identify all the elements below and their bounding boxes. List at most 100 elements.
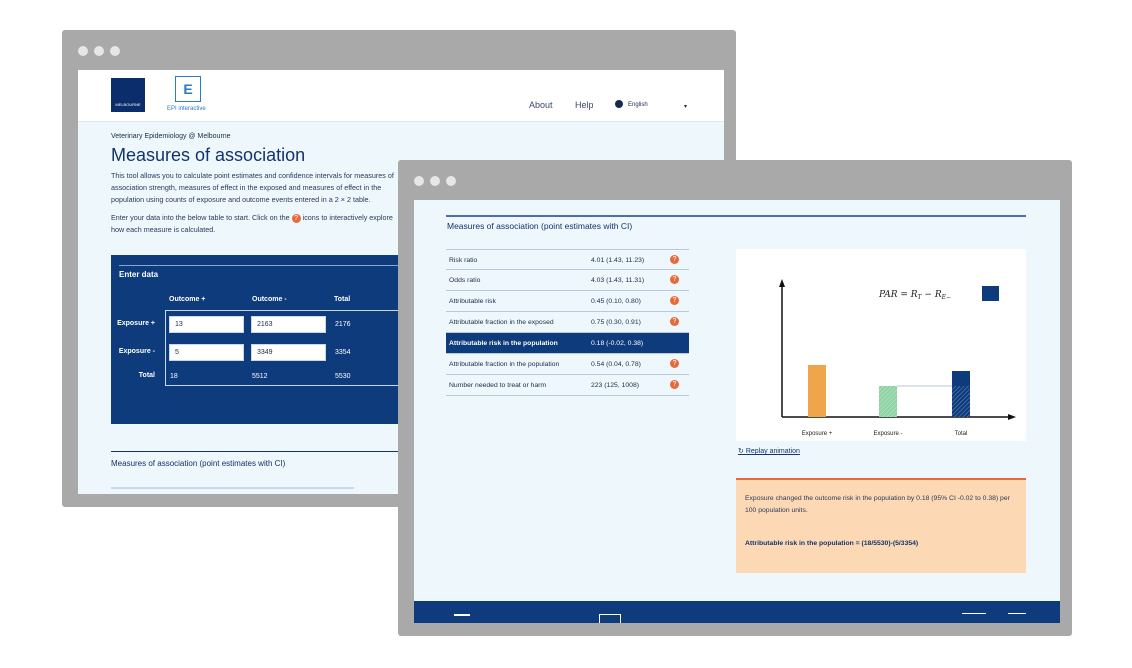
bar-total-par: [952, 371, 970, 386]
total-outcome-neg: 5512: [252, 373, 268, 380]
page-kicker: Veterinary Epidemiology @ Melbourne: [111, 133, 231, 140]
question-icon: ?: [291, 213, 301, 223]
col-header-total: Total: [334, 296, 351, 303]
par-chart-svg: PAR = RT − RE− Exposure + Exposure - Tot…: [779, 279, 1016, 437]
epi-logo-text: EPI interactive: [167, 106, 206, 112]
input-exposure-neg-outcome-neg[interactable]: 3349: [251, 344, 326, 361]
bar-total-base: [952, 386, 970, 417]
chevron-down-icon[interactable]: ▾: [684, 104, 688, 110]
input-exposure-pos-outcome-neg[interactable]: 2163: [251, 316, 326, 333]
info-question-icon[interactable]: ?: [670, 275, 679, 284]
input-exposure-neg-outcome-pos[interactable]: 5: [169, 344, 244, 361]
measure-label: Attributable fraction in the population: [449, 361, 560, 368]
legend-swatch: [982, 286, 999, 301]
total-exposure-pos: 2176: [335, 321, 351, 328]
footer-link[interactable]: [1008, 613, 1026, 614]
footer-university-logo[interactable]: [454, 614, 470, 623]
close-dot[interactable]: [78, 46, 88, 56]
nav-about-link[interactable]: About: [529, 100, 553, 110]
explanation-text: Exposure changed the outcome risk in the…: [745, 495, 1010, 514]
section-title: Measures of association (point estimates…: [447, 221, 633, 231]
replay-icon: ↻: [738, 448, 744, 455]
browser-window-front: Measures of association (point estimates…: [398, 160, 1072, 636]
bar-exposure-pos: [808, 365, 826, 417]
measure-label: Risk ratio: [449, 257, 478, 264]
row-header-exposure-pos: Exposure +: [117, 320, 155, 327]
minimize-dot[interactable]: [94, 46, 104, 56]
section-divider: [111, 451, 431, 452]
bar-exposure-neg: [879, 386, 897, 417]
university-logo-text: MELBOURNE: [115, 102, 141, 107]
epi-logo-icon[interactable]: E: [175, 76, 201, 102]
measure-value: 4.03 (1.43, 11.31): [591, 277, 645, 284]
x-axis-arrow-icon: [1008, 414, 1016, 420]
close-dot[interactable]: [414, 176, 424, 186]
total-outcome-pos: 18: [170, 373, 178, 380]
row-header-total: Total: [138, 372, 155, 379]
page-title: Measures of association: [111, 145, 306, 165]
x-label-total: Total: [955, 431, 968, 437]
minimize-dot[interactable]: [430, 176, 440, 186]
grand-total: 5530: [335, 373, 351, 380]
panel-divider: [119, 265, 419, 266]
measure-row[interactable]: Attributable risk in the population 0.18 …: [446, 333, 689, 354]
x-label-exposure-pos: Exposure +: [802, 431, 833, 437]
measure-label: Attributable risk: [449, 298, 496, 305]
row-header-exposure-neg: Exposure -: [118, 348, 155, 355]
university-logo[interactable]: MELBOURNE: [111, 78, 145, 112]
measure-row[interactable]: Number needed to treat or harm 223 (125, …: [446, 375, 689, 396]
measure-label: Number needed to treat or harm: [449, 382, 547, 389]
measure-value: 4.01 (1.43, 11.23): [591, 257, 645, 264]
measure-row[interactable]: Odds ratio 4.03 (1.43, 11.31)?: [446, 270, 689, 291]
explanation-formula: Attributable risk in the population = (1…: [745, 540, 918, 547]
page-footer: [414, 601, 1060, 623]
footer-link[interactable]: [962, 613, 986, 614]
col-header-outcome-neg: Outcome -: [252, 296, 287, 303]
y-axis-arrow-icon: [779, 279, 785, 287]
input-exposure-pos-outcome-pos[interactable]: 13: [169, 316, 244, 333]
info-question-icon[interactable]: ?: [670, 359, 679, 368]
measure-row[interactable]: Attributable fraction in the population 0…: [446, 354, 689, 375]
table-top-rule: [111, 487, 354, 489]
measure-value: 0.75 (0.30, 0.91): [591, 319, 641, 326]
measure-value: 0.54 (0.04, 0.78): [591, 361, 641, 368]
nav-help-link[interactable]: Help: [575, 100, 594, 110]
formula-label: Attributable risk in the population =: [745, 540, 860, 547]
top-navbar: MELBOURNE E EPI interactive About Help E…: [78, 70, 724, 122]
section-divider: [446, 215, 1026, 217]
info-question-icon[interactable]: ?: [670, 296, 679, 305]
instructions-paragraph: Enter your data into the below table to …: [111, 212, 401, 236]
info-question-icon[interactable]: ?: [670, 255, 679, 264]
measure-value: 0.18 (-0.02, 0.38): [591, 340, 644, 347]
window-controls: [414, 176, 456, 186]
enter-data-title: Enter data: [119, 270, 159, 279]
intro-paragraph: This tool allows you to calculate point …: [111, 171, 394, 204]
replay-animation-link[interactable]: ↻ Replay animation: [738, 447, 800, 455]
enter-data-panel: Enter data Outcome + Outcome - Total Exp…: [111, 255, 431, 424]
window-controls: [78, 46, 120, 56]
measure-label: Attributable fraction in the exposed: [449, 319, 554, 326]
measure-label: Odds ratio: [449, 277, 481, 284]
info-question-icon[interactable]: ?: [670, 317, 679, 326]
language-select[interactable]: English: [628, 102, 648, 108]
replay-label: Replay animation: [745, 448, 800, 455]
instructions-text-a: Enter your data into the below table to …: [111, 213, 290, 222]
measure-row[interactable]: Attributable risk 0.45 (0.10, 0.80)?: [446, 291, 689, 312]
measure-label: Attributable risk in the population: [449, 340, 558, 347]
measure-value: 223 (125, 1008): [591, 382, 639, 389]
par-formula: PAR = RT − RE−: [878, 290, 951, 301]
formula-value: (18/5530)-(5/3354): [861, 540, 919, 547]
measure-row[interactable]: Attributable fraction in the exposed 0.75…: [446, 312, 689, 333]
info-question-icon[interactable]: ?: [670, 380, 679, 389]
total-exposure-neg: 3354: [335, 349, 351, 356]
explanation-panel: Exposure changed the outcome risk in the…: [736, 478, 1026, 573]
footer-epi-logo[interactable]: [599, 614, 621, 623]
par-chart: PAR = RT − RE− Exposure + Exposure - Tot…: [736, 249, 1026, 441]
maximize-dot[interactable]: [446, 176, 456, 186]
col-header-outcome-pos: Outcome +: [169, 296, 206, 303]
measure-row[interactable]: Risk ratio 4.01 (1.43, 11.23)?: [446, 249, 689, 270]
x-label-exposure-neg: Exposure -: [873, 431, 902, 437]
instructions-text-b: icons to interactively explore how each …: [111, 213, 393, 234]
maximize-dot[interactable]: [110, 46, 120, 56]
section-title: Measures of association (point estimates…: [111, 459, 286, 468]
